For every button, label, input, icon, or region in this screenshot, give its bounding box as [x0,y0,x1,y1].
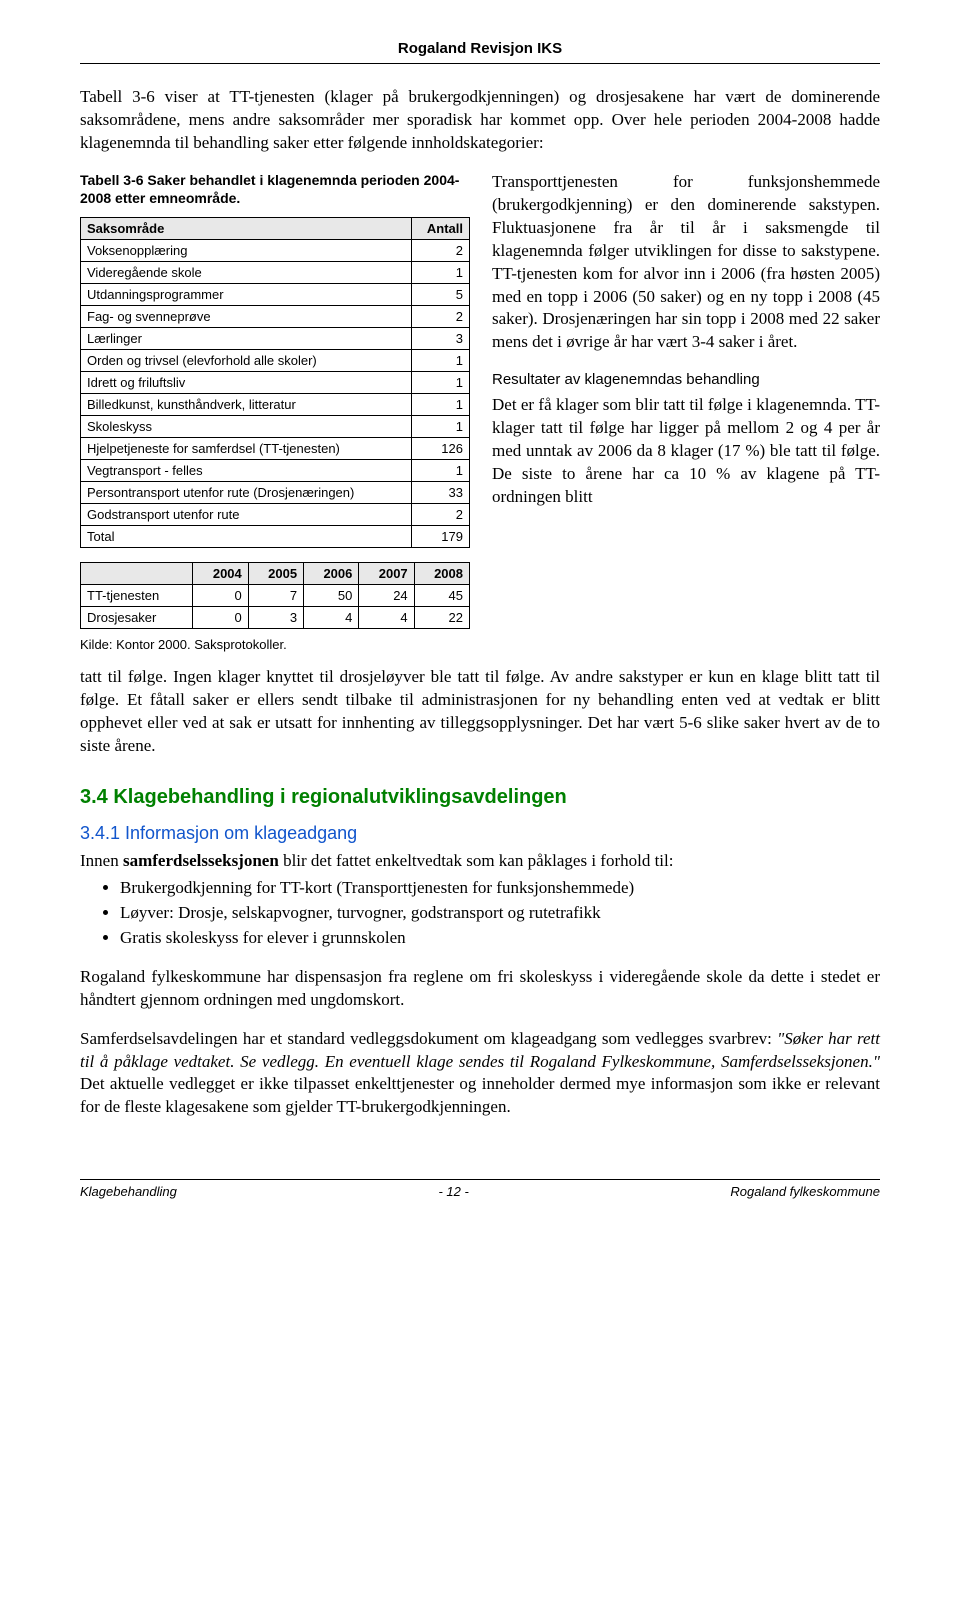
year-h: 2004 [193,563,248,585]
year-empty [81,563,193,585]
cell: Fag- og svenneprøve [81,306,412,328]
list-item: Gratis skoleskyss for elever i grunnskol… [120,927,880,950]
cell: 22 [414,607,469,629]
cell: Hjelpetjeneste for samferdsel (TT-tjenes… [81,438,412,460]
cell: Vegtransport - felles [81,460,412,482]
cell: Idrett og friluftsliv [81,372,412,394]
cell: Billedkunst, kunsthåndverk, litteratur [81,394,412,416]
intro-bold: samferdselsseksjonen [123,851,279,870]
vedlegg-a: Samferdselsavdelingen har et standard ve… [80,1029,777,1048]
year-h: 2006 [304,563,359,585]
cell: 1 [412,372,470,394]
section-heading: 3.4 Klagebehandling i regionalutviklings… [80,786,880,809]
continuation-paragraph: tatt til følge. Ingen klager knyttet til… [80,666,880,758]
dispensasjon-paragraph: Rogaland fylkeskommune har dispensasjon … [80,966,880,1012]
cell: Lærlinger [81,328,412,350]
bullet-list: Brukergodkjenning for TT-kort (Transport… [80,877,880,950]
cell: Utdanningsprogrammer [81,284,412,306]
footer-center: - 12 - [438,1184,468,1199]
yeartable: 2004 2005 2006 2007 2008 TT-tjenesten 0 … [80,562,470,629]
cell: Total [81,526,412,548]
vedlegg-b: Det aktuelle vedlegget er ikke tilpasset… [80,1074,880,1116]
cell: 5 [412,284,470,306]
sakstable: Saksområde Antall Voksenopplæring2 Vider… [80,217,470,548]
cell: 2 [412,504,470,526]
cell: Orden og trivsel (elevforhold alle skole… [81,350,412,372]
table-title: Tabell 3-6 Saker behandlet i klagenemnda… [80,171,470,207]
header-rule [80,63,880,64]
vedlegg-paragraph: Samferdselsavdelingen har et standard ve… [80,1028,880,1120]
cell: 7 [248,585,303,607]
year-h: 2007 [359,563,414,585]
cell: 1 [412,350,470,372]
footer-right: Rogaland fylkeskommune [730,1184,880,1199]
cell: 45 [414,585,469,607]
cell: 1 [412,416,470,438]
footer-left: Klagebehandling [80,1184,177,1199]
year-h: 2005 [248,563,303,585]
cell: 1 [412,262,470,284]
source-note: Kilde: Kontor 2000. Saksprotokoller. [80,637,470,652]
cell: 50 [304,585,359,607]
cell: 4 [359,607,414,629]
cell: 3 [412,328,470,350]
cell: 4 [304,607,359,629]
sakstable-h1: Saksområde [81,218,412,240]
right-column: Transporttjenesten for funksjonshemmede … [492,171,880,652]
list-item: Løyver: Drosje, selskapvogner, turvogner… [120,902,880,925]
subsection-heading: 3.4.1 Informasjon om klageadgang [80,823,880,844]
cell: Godstransport utenfor rute [81,504,412,526]
cell: 3 [248,607,303,629]
cell: Videregående skole [81,262,412,284]
cell: 33 [412,482,470,504]
cell: 2 [412,306,470,328]
cell: 179 [412,526,470,548]
intro-b: blir det fattet enkeltvedtak som kan påk… [279,851,674,870]
year-h: 2008 [414,563,469,585]
cell: 126 [412,438,470,460]
intro-a: Innen [80,851,123,870]
list-item: Brukergodkjenning for TT-kort (Transport… [120,877,880,900]
cell: Persontransport utenfor rute (Drosjenæri… [81,482,412,504]
cell: Voksenopplæring [81,240,412,262]
cell: 1 [412,394,470,416]
cell: 2 [412,240,470,262]
cell: Skoleskyss [81,416,412,438]
page-header: Rogaland Revisjon IKS [80,40,880,57]
intro-paragraph: Tabell 3-6 viser at TT-tjenesten (klager… [80,86,880,155]
right-p2: Det er få klager som blir tatt til følge… [492,394,880,509]
right-p1: Transporttjenesten for funksjonshemmede … [492,171,880,355]
cell: TT-tjenesten [81,585,193,607]
cell: Drosjesaker [81,607,193,629]
cell: 0 [193,585,248,607]
cell: 24 [359,585,414,607]
left-column: Tabell 3-6 Saker behandlet i klagenemnda… [80,171,470,652]
subsection-intro: Innen samferdselsseksjonen blir det fatt… [80,850,880,873]
cell: 0 [193,607,248,629]
sakstable-h2: Antall [412,218,470,240]
cell: 1 [412,460,470,482]
right-subhead: Resultater av klagenemndas behandling [492,370,880,390]
page-footer: Klagebehandling - 12 - Rogaland fylkesko… [80,1179,880,1199]
